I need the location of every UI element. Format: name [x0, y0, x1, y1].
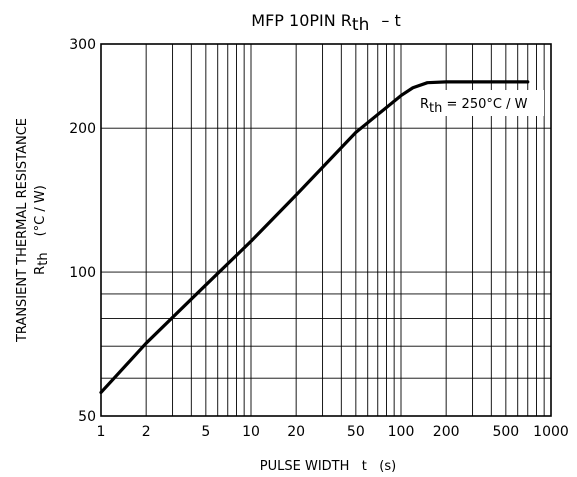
y-axis-label-r: R	[33, 266, 48, 275]
y-axis-label-unit: (°C / W)	[33, 185, 48, 236]
y-tick-label: 300	[69, 37, 96, 53]
annotation-label: Rth = 250°C / W	[420, 97, 528, 116]
y-tick-label: 100	[69, 265, 96, 281]
annotation-value: = 250°C / W	[442, 97, 527, 112]
y-axis-label-2: Rth (°C / W)	[33, 185, 51, 275]
x-tick-label: 500	[492, 424, 519, 440]
y-axis-label-line2: Rth (°C / W)	[33, 185, 51, 275]
chart-title-tail: – t	[381, 11, 400, 30]
series-line-0	[99, 80, 530, 395]
chart-title: MFP 10PIN Rth – t	[251, 11, 400, 35]
y-tick-labels: 50 100 200 300	[69, 37, 96, 425]
y-axis-label: TRANSIENT THERMAL RESISTANCE	[15, 118, 30, 343]
series-layer	[99, 80, 530, 395]
x-tick-labels: 1 2 5 10 20 50 100 200 500 1000	[97, 424, 569, 440]
y-axis-label-line1: TRANSIENT THERMAL RESISTANCE	[15, 118, 30, 343]
x-axis-label: PULSE WIDTH t (s)	[260, 459, 396, 474]
x-tick-label: 50	[347, 424, 365, 440]
annotation: Rth = 250°C / W	[417, 90, 544, 116]
chart-title-subscript: th	[352, 15, 369, 35]
x-tick-label: 1000	[533, 424, 569, 440]
chart-title-main: MFP 10PIN R	[251, 11, 352, 30]
annotation-main: R	[420, 97, 429, 112]
x-tick-label: 2	[142, 424, 151, 440]
y-tick-label: 50	[78, 409, 96, 425]
y-tick-label: 200	[69, 121, 96, 137]
annotation-background	[417, 90, 544, 116]
x-tick-label: 200	[433, 424, 460, 440]
annotation-subscript: th	[429, 101, 442, 116]
x-tick-label: 100	[388, 424, 415, 440]
x-tick-label: 10	[242, 424, 260, 440]
y-axis-label-sub: th	[36, 252, 51, 265]
plot-frame	[100, 43, 552, 417]
x-tick-label: 5	[201, 424, 210, 440]
x-tick-label: 1	[97, 424, 106, 440]
x-tick-label: 20	[287, 424, 305, 440]
